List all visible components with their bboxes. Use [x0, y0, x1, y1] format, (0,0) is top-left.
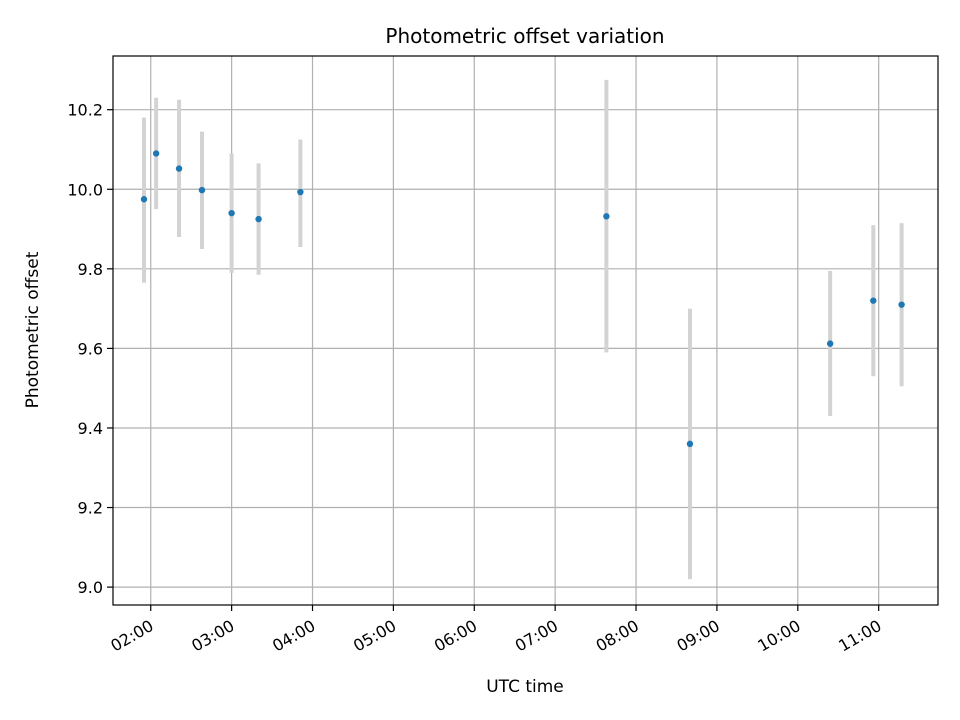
data-point [826, 340, 834, 347]
data-point [297, 188, 304, 196]
y-tick-label: 10.2 [67, 101, 103, 120]
grid-lines [113, 56, 938, 605]
data-point [228, 209, 235, 217]
data-points [140, 150, 905, 448]
data-point [603, 213, 610, 220]
y-tick-label: 9.6 [78, 339, 103, 358]
x-axis-label: UTC time [486, 677, 564, 697]
data-point [198, 186, 206, 194]
data-point [140, 196, 148, 203]
data-point [686, 440, 694, 448]
y-axis-ticks: 9.0 9.2 9.4 9.6 9.8 10.0 10.2 [67, 101, 113, 597]
plot-frame [112, 55, 939, 606]
chart-title: Photometric offset variation [385, 24, 664, 48]
data-point [175, 165, 183, 172]
y-tick-label: 10.0 [67, 180, 103, 199]
y-tick-label: 9.8 [78, 260, 103, 279]
y-tick-label: 9.4 [78, 419, 103, 438]
data-point [152, 150, 160, 157]
data-point [255, 215, 262, 223]
data-point [898, 301, 905, 308]
y-tick-label: 9.2 [78, 499, 103, 518]
data-point [870, 297, 877, 304]
y-tick-label: 9.0 [78, 578, 103, 597]
y-axis-label: Photometric offset [23, 251, 43, 408]
